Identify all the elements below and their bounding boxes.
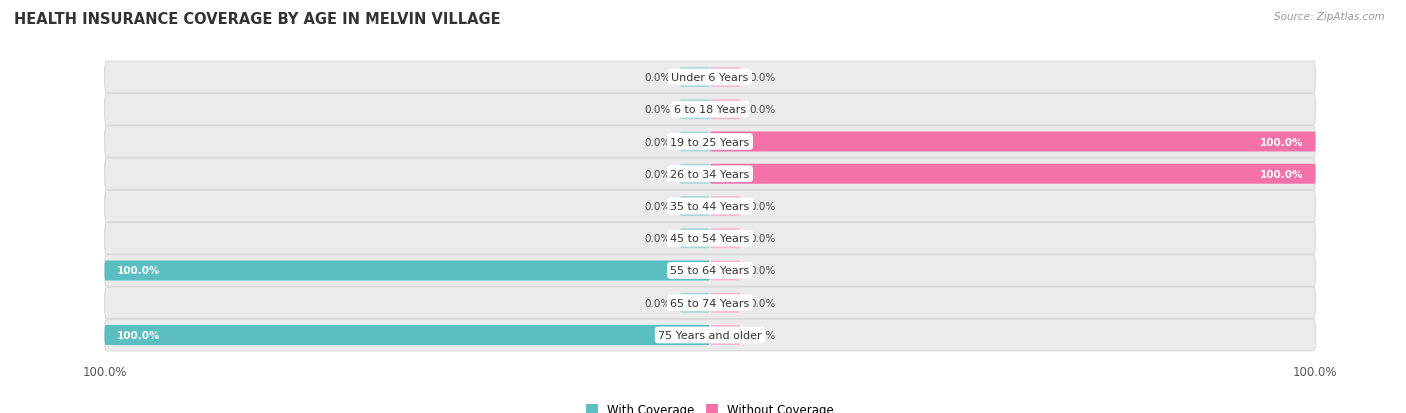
Text: 26 to 34 Years: 26 to 34 Years — [671, 169, 749, 179]
FancyBboxPatch shape — [710, 197, 741, 216]
FancyBboxPatch shape — [104, 261, 710, 281]
Text: 0.0%: 0.0% — [749, 73, 776, 83]
FancyBboxPatch shape — [104, 94, 1316, 126]
Text: 0.0%: 0.0% — [644, 202, 671, 211]
FancyBboxPatch shape — [104, 191, 1316, 222]
FancyBboxPatch shape — [710, 100, 741, 120]
FancyBboxPatch shape — [104, 325, 710, 345]
Text: 100.0%: 100.0% — [1260, 137, 1303, 147]
FancyBboxPatch shape — [710, 261, 741, 281]
Text: 0.0%: 0.0% — [749, 234, 776, 244]
FancyBboxPatch shape — [679, 229, 710, 249]
Text: 45 to 54 Years: 45 to 54 Years — [671, 234, 749, 244]
Text: 100.0%: 100.0% — [117, 266, 160, 276]
FancyBboxPatch shape — [710, 68, 741, 88]
FancyBboxPatch shape — [679, 132, 710, 152]
Text: Source: ZipAtlas.com: Source: ZipAtlas.com — [1274, 12, 1385, 22]
FancyBboxPatch shape — [104, 62, 1316, 94]
Text: 0.0%: 0.0% — [644, 105, 671, 115]
FancyBboxPatch shape — [710, 132, 1316, 152]
Text: 0.0%: 0.0% — [749, 105, 776, 115]
FancyBboxPatch shape — [104, 223, 1316, 254]
Text: 0.0%: 0.0% — [749, 202, 776, 211]
FancyBboxPatch shape — [104, 159, 1316, 190]
Text: 0.0%: 0.0% — [644, 73, 671, 83]
FancyBboxPatch shape — [104, 287, 1316, 319]
FancyBboxPatch shape — [679, 100, 710, 120]
Text: 35 to 44 Years: 35 to 44 Years — [671, 202, 749, 211]
FancyBboxPatch shape — [679, 197, 710, 216]
Text: 6 to 18 Years: 6 to 18 Years — [673, 105, 747, 115]
FancyBboxPatch shape — [710, 164, 1316, 184]
Text: Under 6 Years: Under 6 Years — [672, 73, 748, 83]
Text: 0.0%: 0.0% — [749, 266, 776, 276]
Text: 0.0%: 0.0% — [644, 137, 671, 147]
FancyBboxPatch shape — [679, 68, 710, 88]
Text: 19 to 25 Years: 19 to 25 Years — [671, 137, 749, 147]
FancyBboxPatch shape — [710, 325, 741, 345]
Text: 0.0%: 0.0% — [644, 298, 671, 308]
Text: 0.0%: 0.0% — [749, 298, 776, 308]
FancyBboxPatch shape — [104, 319, 1316, 351]
FancyBboxPatch shape — [710, 293, 741, 313]
FancyBboxPatch shape — [679, 293, 710, 313]
Text: 55 to 64 Years: 55 to 64 Years — [671, 266, 749, 276]
Text: 100.0%: 100.0% — [117, 330, 160, 340]
FancyBboxPatch shape — [104, 126, 1316, 158]
Text: HEALTH INSURANCE COVERAGE BY AGE IN MELVIN VILLAGE: HEALTH INSURANCE COVERAGE BY AGE IN MELV… — [14, 12, 501, 27]
Legend: With Coverage, Without Coverage: With Coverage, Without Coverage — [581, 398, 839, 413]
Text: 65 to 74 Years: 65 to 74 Years — [671, 298, 749, 308]
Text: 100.0%: 100.0% — [1260, 169, 1303, 179]
Text: 0.0%: 0.0% — [644, 234, 671, 244]
FancyBboxPatch shape — [710, 229, 741, 249]
Text: 0.0%: 0.0% — [749, 330, 776, 340]
FancyBboxPatch shape — [104, 255, 1316, 287]
FancyBboxPatch shape — [679, 164, 710, 184]
Text: 0.0%: 0.0% — [644, 169, 671, 179]
Text: 75 Years and older: 75 Years and older — [658, 330, 762, 340]
